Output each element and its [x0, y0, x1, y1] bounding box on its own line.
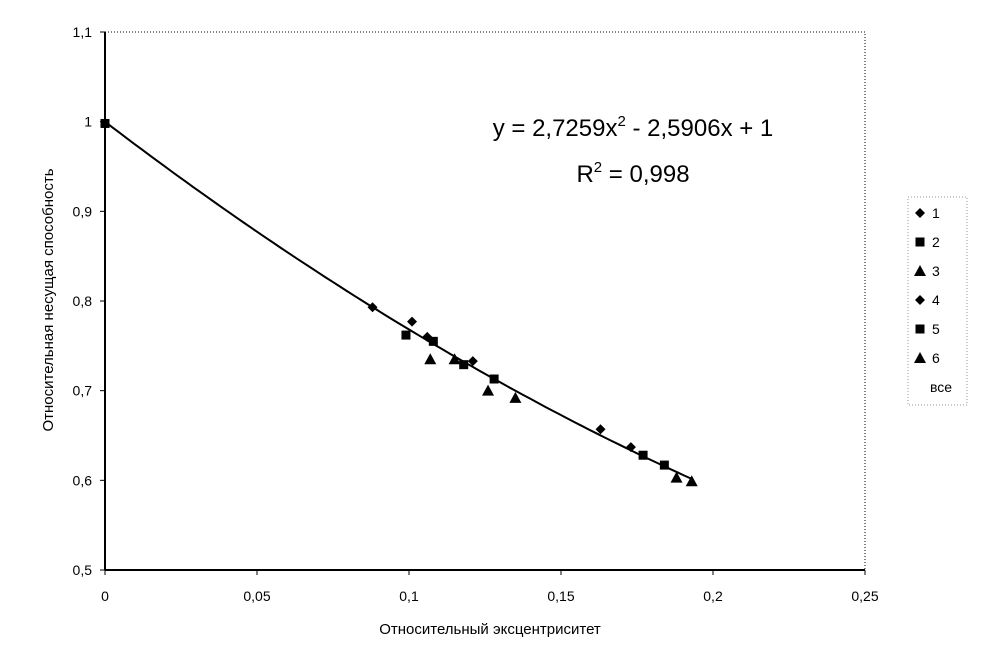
data-point-series-1	[467, 356, 478, 367]
trendline	[104, 120, 693, 480]
x-tick-label: 0	[101, 588, 109, 604]
y-tick-label: 0,9	[73, 203, 93, 219]
y-axis-title: Относительная несущая способность	[40, 168, 57, 431]
y-tick-label: 0,7	[73, 383, 93, 399]
legend-box	[907, 196, 968, 406]
x-tick-label: 0,25	[851, 588, 878, 604]
y-tick-label: 0,6	[73, 472, 93, 488]
data-point-series-4	[407, 316, 418, 327]
legend-marker-series-6	[914, 352, 926, 363]
y-tick-label: 0,5	[73, 562, 93, 578]
data-point-series-5	[401, 330, 411, 340]
data-point-series-6	[509, 391, 522, 403]
legend-marker-series-5	[915, 324, 925, 334]
data-point-series-5	[459, 360, 469, 370]
legend-marker-series-1	[915, 208, 925, 218]
data-point-series-5	[659, 460, 669, 470]
axes	[104, 31, 866, 571]
legend-label: 4	[932, 292, 940, 308]
x-tick-label: 0,1	[399, 588, 419, 604]
trend-equation: y = 2,7259x2 - 2,5906x + 1	[493, 113, 774, 142]
y-tick-label: 1	[84, 114, 92, 130]
data-point-series-2	[428, 336, 438, 346]
y-tick-label: 1,1	[73, 24, 93, 40]
x-tick-label: 0,2	[703, 588, 723, 604]
data-point-series-3	[424, 353, 437, 365]
data-point-series-2	[489, 374, 499, 384]
equation-prefix: y = 2,7259x	[493, 115, 618, 142]
equation-superscript: 2	[617, 113, 625, 130]
data-point-series-3	[482, 384, 495, 396]
x-axis-title: Относительный эксцентриситет	[379, 621, 601, 638]
x-tick-label: 0,05	[243, 588, 270, 604]
data-point-series-1	[625, 442, 636, 453]
data-points	[100, 118, 698, 487]
equation-suffix: - 2,5906x + 1	[626, 115, 773, 142]
x-tick-label: 0,15	[547, 588, 574, 604]
y-tick-label: 0,8	[73, 293, 93, 309]
data-point-series-3	[448, 353, 461, 365]
legend-label: 2	[932, 234, 940, 250]
data-point-series-6	[685, 475, 698, 487]
legend: 1 2 3 4 5 6 все	[907, 196, 968, 406]
data-point-series-3	[670, 471, 683, 483]
data-point-series-2	[100, 118, 110, 128]
data-point-series-1	[367, 302, 378, 313]
data-point-series-2	[638, 450, 648, 460]
legend-label: 6	[932, 350, 940, 366]
r2-prefix: R	[576, 161, 593, 188]
legend-marker-series-4	[915, 295, 925, 305]
plot-area-border	[104, 31, 866, 571]
legend-label: все	[930, 379, 952, 395]
tick-labels: 0 0,05 0,1 0,15 0,2 0,25 0,5 0,6 0,7 0,8 0,9 1 1,1	[73, 24, 879, 604]
data-point-series-4	[595, 424, 606, 435]
legend-label: 5	[932, 321, 940, 337]
legend-label: 3	[932, 263, 940, 279]
legend-label: 1	[932, 205, 940, 221]
legend-marker-series-2	[915, 237, 925, 247]
legend-marker-series-3	[914, 265, 926, 276]
r-squared: R2 = 0,998	[576, 159, 689, 188]
r2-superscript: 2	[594, 159, 602, 176]
r2-suffix: = 0,998	[602, 161, 689, 188]
